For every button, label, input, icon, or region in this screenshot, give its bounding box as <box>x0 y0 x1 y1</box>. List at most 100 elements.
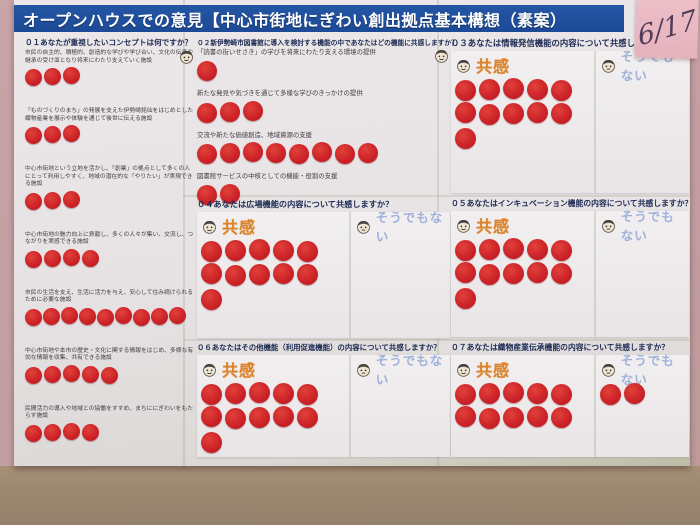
function-text: 交流や新たな価値創造、地域資源の支援 <box>197 131 313 139</box>
vote-dot <box>503 407 524 428</box>
function-item: 図書館サービスの中核としての機能・役割の支援 <box>197 173 450 207</box>
vote-dot <box>197 61 217 82</box>
face-icon <box>433 47 450 64</box>
vote-panel: 共感 そうでもない <box>451 50 689 193</box>
disagree-panel: そうでもない <box>593 50 689 193</box>
vote-dot <box>63 364 80 382</box>
vote-dot <box>63 422 80 440</box>
concept-text: 「ものづくりのまち」の発展を支えた伊勢崎銘仙をはじめとした織物産業を展示や体験を… <box>25 108 194 122</box>
vote-dot <box>25 250 42 268</box>
face-icon <box>201 361 218 378</box>
vote-dot <box>44 191 61 209</box>
vote-dot <box>79 307 96 325</box>
vote-dot <box>273 263 294 284</box>
agree-label: 共感 <box>476 219 511 236</box>
vote-dot <box>527 262 548 283</box>
vote-dot <box>479 239 500 260</box>
face-icon <box>455 217 472 234</box>
vote-dot <box>335 143 355 164</box>
agree-panel: 共感 <box>197 355 349 457</box>
agree-panel: 共感 <box>451 355 594 457</box>
vote-dot <box>623 383 645 404</box>
vote-panel: 共感 そうでもない <box>451 354 689 457</box>
vote-dot <box>201 241 222 262</box>
vote-dot <box>43 307 60 325</box>
vote-dot <box>63 125 80 143</box>
vote-dot <box>249 407 270 428</box>
vote-dot <box>273 383 294 404</box>
vote-dot <box>25 424 42 442</box>
paper-seam <box>183 0 185 466</box>
disagree-panel: そうでもない <box>593 210 689 337</box>
vote-dot <box>197 185 217 206</box>
face-icon <box>455 57 472 74</box>
question-02-section: ０２新伊勢崎市図書館に導入を検討する機能の中であなたはどの機能に共感しますか？ … <box>197 37 458 214</box>
vote-dot <box>479 79 500 100</box>
vote-dot <box>455 262 476 283</box>
concept-text: 市民の自主的、積極的、創造的な学びや学び合い、文化の伝承や継承の受け皿となり将来… <box>25 50 194 64</box>
vote-dot <box>479 264 500 285</box>
vote-dot <box>101 366 118 384</box>
dot-row <box>455 382 590 431</box>
question-title: ０４あなたは広場機能の内容について共感しますか？ <box>197 200 394 209</box>
disagree-label: そうでもない <box>620 354 675 387</box>
vote-dot <box>201 406 222 427</box>
vote-dot <box>151 307 168 325</box>
vote-dot <box>25 366 42 384</box>
vote-dot <box>273 240 294 261</box>
vote-dot <box>297 241 318 262</box>
vote-dot <box>197 143 217 164</box>
concept-item: 中心市街地という立地を活かし、「創業」の拠点として多くの人にとって利用しやすく、… <box>25 166 195 211</box>
dot-row <box>197 141 450 166</box>
vote-dot <box>312 141 332 162</box>
agree-label: 共感 <box>476 59 511 76</box>
vote-dot <box>243 100 263 121</box>
vote-dot <box>503 78 524 99</box>
vote-dot <box>44 365 61 383</box>
vote-dot <box>551 240 572 261</box>
vote-dot <box>551 263 572 284</box>
question-title: ０７あなたは織物産業伝承機能の内容について共感しますか？ <box>451 343 670 352</box>
function-item: 交流や新たな価値創造、地域資源の支援 <box>197 132 450 166</box>
vote-dot <box>479 408 500 429</box>
dot-row <box>201 239 345 312</box>
concept-item: 中心市街地や本市の歴史・文化に関する情報をはじめ、多様な有効な情報を収集、共有で… <box>25 348 195 385</box>
vote-dot <box>25 127 42 145</box>
vote-dot <box>297 384 318 405</box>
concept-text: 中心市街地という立地を活かし、「創業」の拠点として多くの人にとって利用しやすく、… <box>25 166 193 188</box>
vote-dot <box>220 142 240 163</box>
handwritten-date: 6/17 <box>635 3 699 53</box>
vote-dot <box>201 432 222 453</box>
face-icon <box>600 57 617 74</box>
concept-item: 市民の自主的、積極的、創造的な学びや学び合い、文化の伝承や継承の受け皿となり将来… <box>25 50 195 87</box>
concept-item: 市民の生活を支え、生活に活力を与え、安心して住み続けられるために必要な施設 <box>25 290 195 327</box>
poster-title: オープンハウスでの意見【中心市街地にぎわい創出拠点基本構想（素案） <box>23 12 567 30</box>
vote-dot <box>25 69 42 87</box>
face-icon <box>178 48 195 65</box>
vote-dot <box>82 249 99 267</box>
concept-item: 民間活力の導入や地域との協働をすすめ、まちににぎわいをもたらす施設 <box>25 406 195 443</box>
vote-dot <box>358 142 378 163</box>
vote-dot <box>503 238 524 259</box>
vote-dot <box>273 406 294 427</box>
vote-dot <box>201 263 222 284</box>
question-04-section: ０４あなたは広場機能の内容について共感しますか？ 共感 そうでもない <box>197 198 450 338</box>
dot-row <box>599 383 685 407</box>
function-text: 図書館サービスの中核としての機能・役割の支援 <box>197 172 338 180</box>
vote-dot <box>455 80 476 101</box>
dot-row <box>197 100 450 125</box>
question-title: ０５あなたはインキュベーション機能の内容について共感しますか？ <box>451 199 693 208</box>
paper-seam <box>183 339 690 341</box>
vote-dot <box>551 407 572 428</box>
vote-dot <box>44 68 61 86</box>
poster-title-banner: オープンハウスでの意見【中心市街地にぎわい創出拠点基本構想（素案） <box>14 5 624 32</box>
vote-dot <box>25 192 42 210</box>
vote-dot <box>503 382 524 403</box>
dot-row <box>455 78 590 151</box>
disagree-label: そうでもない <box>375 211 444 244</box>
agree-panel: 共感 <box>197 212 349 338</box>
agree-label: 共感 <box>476 363 511 380</box>
concept-text: 民間活力の導入や地域との協働をすすめ、まちににぎわいをもたらす施設 <box>25 405 194 420</box>
concept-text: 中心市街地の魅力向上に貢献し、多くの人々が集い、交流し、つながりを実感できる施設 <box>25 231 194 246</box>
